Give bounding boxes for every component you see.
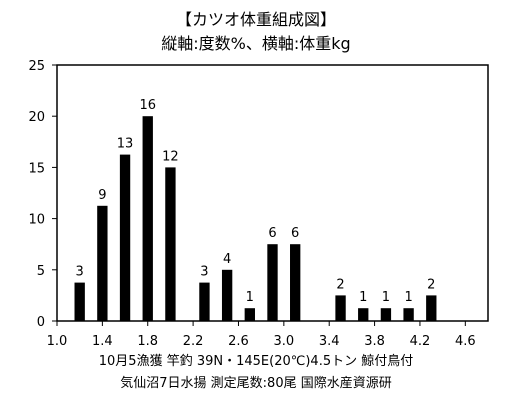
bar xyxy=(97,205,108,321)
bar xyxy=(119,154,131,321)
bar-data-label: 1 xyxy=(404,290,412,305)
bar-data-label: 13 xyxy=(117,137,134,152)
y-tick-label: 5 xyxy=(37,264,45,279)
x-tick-label: 2.2 xyxy=(183,334,204,349)
bar-data-label: 4 xyxy=(223,252,231,267)
chart-bars xyxy=(74,116,437,321)
x-tick-label: 4.2 xyxy=(410,334,431,349)
bar xyxy=(403,308,414,321)
bar-data-label: 6 xyxy=(291,226,299,241)
chart-title: 【カツオ体重組成図】 xyxy=(175,10,336,29)
bar xyxy=(165,167,176,321)
bar xyxy=(244,308,255,321)
bar xyxy=(335,295,346,321)
x-tick-label: 3.8 xyxy=(364,334,385,349)
chart-subtitle: 縦軸:度数%、横軸:体重kg xyxy=(161,34,351,53)
bar xyxy=(221,269,233,321)
bar-data-label: 1 xyxy=(382,290,390,305)
x-tick-label: 1.0 xyxy=(47,334,68,349)
bar-data-label: 1 xyxy=(359,290,367,305)
y-tick-label: 25 xyxy=(28,59,45,74)
x-tick-label: 3.4 xyxy=(319,334,340,349)
bar xyxy=(358,308,369,321)
bar-data-label: 12 xyxy=(162,149,179,164)
y-tick-label: 0 xyxy=(37,315,45,330)
x-tick-label: 3.0 xyxy=(273,334,294,349)
bar-data-label: 9 xyxy=(98,188,106,203)
bar xyxy=(380,308,392,321)
bar xyxy=(74,282,85,321)
footer-line-1: 10月5漁獲 竿釣 39N・145E(20℃)4.5トン 鯨付鳥付 xyxy=(98,354,414,369)
bar-data-label: 16 xyxy=(139,98,156,113)
bar-data-label: 2 xyxy=(336,277,344,292)
bar-data-label: 3 xyxy=(76,265,84,280)
bar xyxy=(199,282,210,321)
y-tick-label: 20 xyxy=(28,110,45,125)
x-tick-label: 2.6 xyxy=(228,334,249,349)
bar xyxy=(290,244,301,321)
y-tick-label: 10 xyxy=(28,213,45,228)
bar xyxy=(142,116,153,321)
bar-data-label: 3 xyxy=(200,265,208,280)
bar xyxy=(267,244,278,321)
y-tick-label: 15 xyxy=(28,161,45,176)
footer-line-2: 気仙沼7日水揚 測定尾数:80尾 国際水産資源研 xyxy=(120,376,392,391)
bar-data-label: 2 xyxy=(427,277,435,292)
x-tick-label: 1.4 xyxy=(92,334,113,349)
x-tick-label: 4.6 xyxy=(455,334,476,349)
bar-data-label: 1 xyxy=(246,290,254,305)
bar xyxy=(426,295,437,321)
x-tick-label: 1.8 xyxy=(137,334,158,349)
bar-data-label: 6 xyxy=(268,226,276,241)
